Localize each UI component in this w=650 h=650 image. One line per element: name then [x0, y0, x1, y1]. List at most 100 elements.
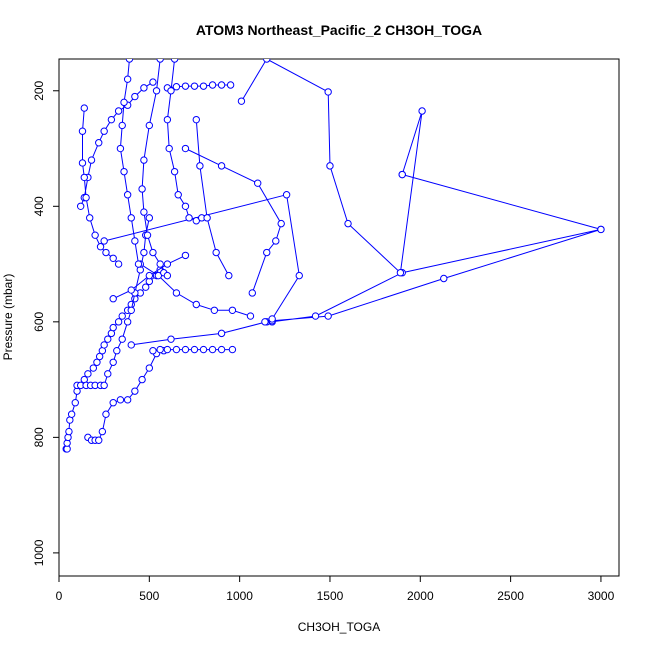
data-point	[71, 399, 79, 407]
data-point	[282, 191, 291, 199]
data-point	[163, 115, 172, 124]
data-point	[114, 318, 123, 326]
data-point	[217, 329, 226, 338]
data-point	[96, 243, 105, 251]
data-point	[149, 248, 157, 257]
data-point	[109, 358, 117, 366]
data-point	[131, 237, 139, 245]
data-point	[118, 312, 126, 320]
data-point	[199, 345, 208, 354]
data-point	[91, 231, 99, 239]
series-9	[237, 59, 426, 277]
data-point	[163, 260, 172, 268]
data-point	[145, 214, 154, 222]
data-point	[344, 219, 352, 228]
series-line	[131, 228, 602, 346]
data-point	[181, 251, 190, 260]
data-point	[143, 231, 152, 239]
data-point	[597, 225, 605, 234]
data-point	[203, 214, 211, 222]
data-point	[95, 352, 104, 361]
data-point	[324, 88, 332, 96]
data-point	[109, 399, 117, 407]
data-point	[114, 107, 123, 115]
data-point	[440, 274, 448, 283]
data-point	[199, 82, 208, 90]
data-point	[89, 364, 98, 372]
data-point	[100, 341, 108, 349]
data-point	[109, 254, 117, 262]
data-point	[181, 144, 190, 153]
data-point	[100, 237, 108, 245]
x-tick-label: 2500	[497, 589, 524, 603]
data-point	[181, 345, 190, 354]
data-point	[98, 427, 107, 436]
data-point	[163, 345, 172, 354]
y-axis-label: Pressure (mbar)	[1, 274, 15, 361]
data-point	[217, 81, 226, 89]
data-point	[140, 84, 148, 92]
data-point	[228, 345, 237, 354]
data-point	[418, 107, 426, 115]
data-point	[172, 83, 181, 91]
data-point	[172, 345, 181, 354]
data-point	[87, 156, 96, 164]
data-point	[212, 248, 220, 257]
data-point	[172, 289, 181, 297]
data-point	[263, 248, 271, 257]
data-point	[246, 312, 255, 320]
x-tick-label: 2000	[407, 589, 434, 603]
data-point	[149, 78, 157, 86]
data-point	[170, 167, 179, 176]
data-point	[226, 81, 235, 89]
series-10	[398, 170, 605, 234]
data-point	[170, 59, 179, 63]
x-tick-label: 3000	[588, 589, 615, 603]
data-point	[114, 260, 123, 268]
data-point	[192, 300, 200, 309]
data-point	[190, 345, 199, 354]
y-tick-label: 800	[32, 427, 46, 447]
data-point	[156, 260, 164, 268]
data-point	[192, 115, 200, 124]
data-point	[116, 144, 125, 153]
data-point	[140, 208, 148, 216]
x-tick-label: 1500	[317, 589, 344, 603]
data-point	[118, 121, 126, 130]
data-point	[78, 159, 87, 167]
data-point	[109, 295, 117, 303]
data-point	[181, 202, 190, 211]
data-point	[277, 219, 285, 228]
data-point	[190, 82, 199, 90]
data-point	[123, 318, 132, 326]
data-point	[225, 271, 233, 280]
series-13	[136, 260, 255, 320]
data-point	[67, 410, 76, 418]
series-12	[181, 144, 285, 297]
data-point	[149, 347, 157, 355]
data-point	[263, 59, 271, 63]
data-point	[254, 179, 262, 187]
data-point	[138, 185, 146, 193]
series-18	[192, 115, 233, 280]
data-point	[140, 156, 148, 164]
data-point	[82, 193, 90, 202]
data-point	[102, 248, 110, 257]
data-point	[156, 59, 164, 63]
x-axis-label: CH3OH_TOGA	[298, 620, 380, 634]
x-tick-label: 500	[139, 589, 159, 603]
data-point	[145, 121, 154, 130]
data-point	[228, 306, 237, 314]
data-point	[80, 173, 88, 182]
series-8	[163, 81, 235, 92]
data-point	[396, 269, 405, 277]
data-point	[123, 396, 132, 404]
series-line	[166, 59, 202, 222]
data-point	[120, 98, 128, 107]
data-point	[123, 191, 132, 199]
data-point	[208, 81, 217, 89]
data-point	[196, 162, 204, 170]
series-1	[62, 266, 164, 453]
data-point	[181, 82, 190, 90]
y-tick-label: 200	[32, 80, 46, 100]
